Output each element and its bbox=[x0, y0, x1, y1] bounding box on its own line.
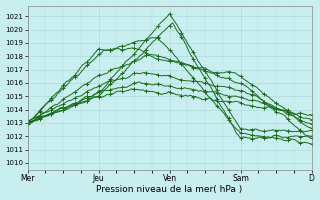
X-axis label: Pression niveau de la mer( hPa ): Pression niveau de la mer( hPa ) bbox=[97, 185, 243, 194]
